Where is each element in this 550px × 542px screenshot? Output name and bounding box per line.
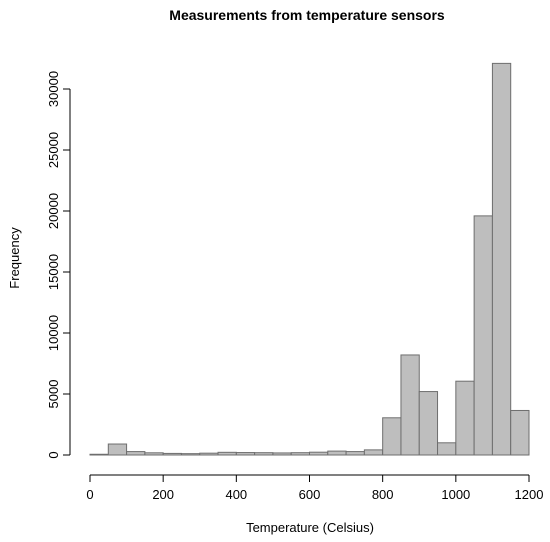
x-axis: 0 200 400 600 800 1000 1200 [86, 474, 544, 502]
histogram-bar [144, 452, 164, 456]
histogram-bar [126, 451, 146, 456]
histogram-bar [89, 453, 109, 456]
histogram-bar [345, 451, 365, 456]
histogram-bar [363, 449, 384, 456]
histogram-bar [162, 452, 182, 456]
y-tick-label: 15000 [46, 254, 61, 290]
y-tick-label: 20000 [46, 193, 61, 229]
histogram-bar [327, 450, 347, 456]
y-tick-label: 30000 [46, 71, 61, 107]
x-tick-label: 400 [225, 487, 247, 502]
histogram-bar [473, 215, 493, 456]
chart-title: Measurements from temperature sensors [169, 7, 445, 23]
y-axis-label: Frequency [7, 227, 22, 289]
y-tick-label: 0 [46, 451, 61, 458]
histogram-bar [309, 451, 329, 456]
y-tick-label: 25000 [46, 132, 61, 168]
histogram-bar [400, 354, 420, 456]
histogram-bar [217, 451, 237, 456]
x-tick-label: 200 [152, 487, 174, 502]
y-tick-label: 5000 [46, 380, 61, 409]
x-tick-label: 600 [299, 487, 321, 502]
histogram-bar [254, 452, 274, 456]
histogram-bar [107, 443, 128, 456]
x-tick-label: 800 [372, 487, 394, 502]
histogram-bar [418, 391, 439, 456]
x-tick-label: 0 [86, 487, 93, 502]
x-tick-label: 1000 [441, 487, 470, 502]
histogram-bar [510, 409, 530, 456]
histogram-bar [180, 453, 201, 456]
x-tick-label: 1200 [515, 487, 544, 502]
histogram-bar [382, 417, 402, 456]
bars-group [89, 62, 530, 456]
histogram-bar [455, 380, 475, 456]
histogram-bar [235, 452, 256, 456]
histogram-bar [272, 452, 292, 456]
histogram-bar [491, 62, 512, 456]
y-tick-label: 10000 [46, 315, 61, 351]
histogram-bar [290, 452, 311, 456]
histogram-bar [199, 452, 219, 456]
histogram-bar [437, 442, 457, 456]
y-axis: 0 5000 10000 15000 20000 25000 30000 [46, 71, 71, 459]
x-axis-label: Temperature (Celsius) [246, 520, 374, 535]
